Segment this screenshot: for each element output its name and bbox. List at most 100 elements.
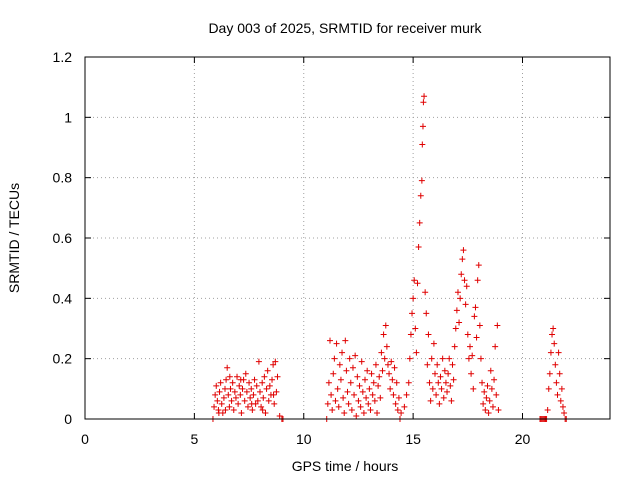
data-point <box>340 394 347 401</box>
data-point <box>446 355 453 362</box>
data-point <box>445 370 452 377</box>
data-point <box>444 388 451 395</box>
data-point <box>259 406 266 413</box>
data-point <box>475 262 482 269</box>
data-point <box>216 388 223 395</box>
data-point <box>547 349 554 356</box>
y-tick-label: 1.2 <box>53 49 73 65</box>
data-point <box>457 295 464 302</box>
data-point <box>486 397 493 404</box>
data-point <box>463 283 470 290</box>
data-point <box>472 304 479 311</box>
data-point <box>492 343 499 350</box>
data-point <box>250 391 257 398</box>
y-tick-label: 0.8 <box>53 170 73 186</box>
data-point <box>242 370 249 377</box>
data-point <box>214 397 221 404</box>
data-point <box>379 367 386 374</box>
data-point <box>417 192 424 199</box>
plot-frame <box>84 56 611 420</box>
data-point <box>244 403 251 410</box>
data-point <box>433 391 440 398</box>
data-point <box>485 409 492 416</box>
data-point <box>432 370 438 377</box>
data-point <box>377 394 384 401</box>
x-tick-label: 5 <box>190 431 198 447</box>
data-point <box>336 361 343 368</box>
data-point <box>470 385 477 392</box>
y-tick-label: 0.4 <box>53 290 73 306</box>
data-point <box>474 277 481 284</box>
data-point <box>440 394 447 401</box>
data-point <box>551 340 558 347</box>
data-point <box>248 400 255 407</box>
data-point <box>469 352 476 359</box>
x-tick-label: 10 <box>296 431 312 447</box>
data-point <box>555 349 562 356</box>
data-point <box>337 376 344 383</box>
data-point <box>331 355 338 362</box>
data-point <box>372 361 379 368</box>
data-point <box>448 397 455 404</box>
data-point <box>364 367 371 374</box>
data-point <box>368 370 375 377</box>
data-point <box>248 385 255 392</box>
data-point <box>545 385 552 392</box>
data-point <box>401 403 408 410</box>
data-point <box>437 373 444 380</box>
data-point <box>394 406 401 413</box>
data-point <box>258 403 265 410</box>
data-point <box>376 373 383 380</box>
data-point <box>335 403 342 410</box>
data-point <box>387 385 394 392</box>
data-point <box>246 379 253 386</box>
data-point <box>436 400 443 407</box>
data-point <box>441 367 448 374</box>
data-point <box>561 409 568 416</box>
data-point <box>349 364 356 371</box>
data-point <box>380 331 387 338</box>
data-point <box>419 141 426 148</box>
data-point <box>415 244 422 251</box>
data-point <box>367 406 374 413</box>
data-point <box>357 403 364 410</box>
data-point <box>398 409 405 416</box>
data-point <box>483 394 490 401</box>
x-tick-label: 15 <box>405 431 421 447</box>
data-point <box>324 400 331 407</box>
data-point <box>491 376 498 383</box>
data-point <box>456 319 463 326</box>
data-point <box>384 361 391 368</box>
data-point <box>426 379 433 386</box>
data-point <box>435 379 442 386</box>
x-axis-label: GPS time / hours <box>292 458 399 474</box>
data-point <box>358 358 365 365</box>
data-point <box>273 388 280 395</box>
data-point <box>473 334 480 341</box>
data-point <box>488 385 495 392</box>
data-point <box>235 400 242 407</box>
data-point <box>353 412 360 419</box>
data-point <box>413 349 420 356</box>
data-point <box>487 367 494 374</box>
data-point <box>226 403 233 410</box>
data-point <box>251 376 258 383</box>
data-point <box>389 376 396 383</box>
data-point <box>352 352 359 359</box>
data-point <box>442 379 449 386</box>
data-point <box>270 361 277 368</box>
data-point <box>407 331 414 338</box>
data-point <box>411 277 418 284</box>
data-point <box>424 361 431 368</box>
data-point <box>363 394 370 401</box>
data-point <box>270 391 277 398</box>
data-point <box>325 379 332 386</box>
data-point <box>410 295 417 302</box>
data-point <box>220 394 227 401</box>
data-point <box>224 364 231 371</box>
data-point <box>262 409 269 416</box>
data-point <box>375 382 382 389</box>
data-point <box>228 397 235 404</box>
data-point <box>225 391 232 398</box>
data-point <box>416 219 423 226</box>
